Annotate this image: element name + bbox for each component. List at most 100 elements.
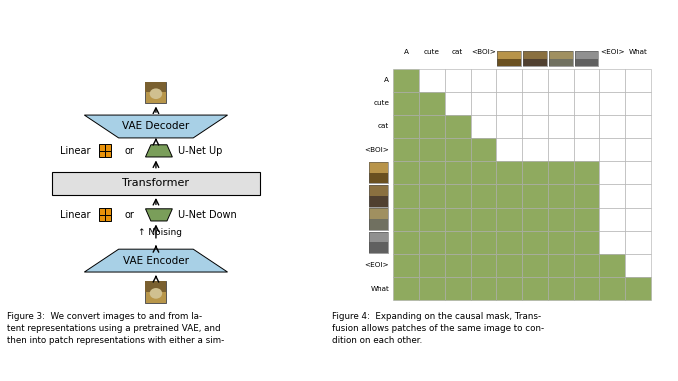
Text: Transformer: Transformer — [123, 178, 189, 188]
Bar — [146, 281, 166, 292]
Bar — [369, 196, 388, 207]
Bar — [522, 69, 548, 92]
Text: cute: cute — [373, 100, 389, 106]
Bar — [445, 161, 471, 184]
Bar — [445, 69, 471, 92]
Bar — [99, 215, 105, 221]
Bar — [496, 161, 522, 184]
Bar — [105, 208, 111, 215]
Bar — [522, 115, 548, 138]
Bar — [471, 231, 496, 254]
Text: <EOI>: <EOI> — [365, 263, 389, 269]
Bar — [548, 277, 574, 300]
Bar — [523, 51, 546, 66]
Bar — [496, 231, 522, 254]
Bar — [419, 138, 445, 161]
Bar — [369, 208, 388, 230]
Bar — [599, 231, 625, 254]
Text: <BOI>: <BOI> — [364, 147, 389, 153]
Bar — [497, 51, 521, 66]
Bar — [496, 138, 522, 161]
Text: or: or — [124, 210, 134, 220]
Bar — [99, 208, 105, 215]
Bar — [549, 59, 572, 66]
Text: or: or — [124, 146, 134, 156]
Bar — [393, 254, 419, 277]
Bar — [393, 208, 419, 231]
Bar — [574, 161, 599, 184]
Bar — [497, 59, 521, 66]
Bar — [522, 184, 548, 208]
Text: Figure 3:  We convert images to and from la-
tent representations using a pretra: Figure 3: We convert images to and from … — [7, 312, 224, 345]
Bar — [419, 254, 445, 277]
Bar — [625, 277, 651, 300]
Bar — [548, 161, 574, 184]
Text: <BOI>: <BOI> — [471, 49, 496, 55]
Bar — [471, 92, 496, 115]
Bar — [471, 138, 496, 161]
Bar — [471, 184, 496, 208]
Polygon shape — [146, 209, 172, 221]
Text: cat: cat — [452, 49, 463, 55]
Bar — [496, 184, 522, 208]
Polygon shape — [146, 145, 172, 157]
Text: U-Net Up: U-Net Up — [178, 146, 222, 156]
Bar — [99, 144, 105, 151]
Bar — [625, 138, 651, 161]
Bar — [548, 92, 574, 115]
Bar — [496, 115, 522, 138]
Bar — [625, 115, 651, 138]
Text: cute: cute — [424, 49, 440, 55]
Bar — [52, 172, 260, 195]
Bar — [445, 231, 471, 254]
Bar — [574, 184, 599, 208]
Bar — [419, 115, 445, 138]
Bar — [471, 208, 496, 231]
Text: VAE Decoder: VAE Decoder — [122, 122, 190, 131]
Bar — [393, 115, 419, 138]
Text: U-Net Down: U-Net Down — [178, 210, 237, 220]
Bar — [548, 184, 574, 208]
Bar — [369, 162, 388, 184]
Bar — [548, 254, 574, 277]
Bar — [574, 69, 599, 92]
Bar — [599, 92, 625, 115]
Bar — [393, 277, 419, 300]
Bar — [496, 92, 522, 115]
Text: What: What — [370, 286, 389, 291]
Bar — [445, 184, 471, 208]
Bar — [393, 231, 419, 254]
Bar — [574, 115, 599, 138]
Bar — [105, 151, 111, 157]
Bar — [522, 92, 548, 115]
Bar — [419, 231, 445, 254]
Bar — [419, 277, 445, 300]
Bar — [369, 185, 388, 207]
Bar — [625, 208, 651, 231]
Bar — [522, 161, 548, 184]
Bar — [549, 51, 572, 59]
Ellipse shape — [150, 288, 162, 299]
Bar — [574, 92, 599, 115]
Bar — [471, 161, 496, 184]
Bar — [548, 208, 574, 231]
Bar — [522, 277, 548, 300]
Bar — [419, 161, 445, 184]
Bar — [574, 208, 599, 231]
Bar — [105, 144, 111, 151]
Bar — [599, 254, 625, 277]
Bar — [574, 277, 599, 300]
Bar — [496, 69, 522, 92]
Bar — [575, 51, 599, 59]
Bar — [445, 115, 471, 138]
Bar — [625, 231, 651, 254]
Bar — [471, 115, 496, 138]
Bar — [522, 231, 548, 254]
Bar — [369, 232, 388, 253]
Text: cat: cat — [378, 123, 389, 130]
Bar — [523, 51, 546, 59]
Text: Figure 4:  Expanding on the causal mask, Trans-
fusion allows patches of the sam: Figure 4: Expanding on the causal mask, … — [332, 312, 544, 345]
Bar — [419, 208, 445, 231]
Bar — [599, 69, 625, 92]
Bar — [599, 208, 625, 231]
